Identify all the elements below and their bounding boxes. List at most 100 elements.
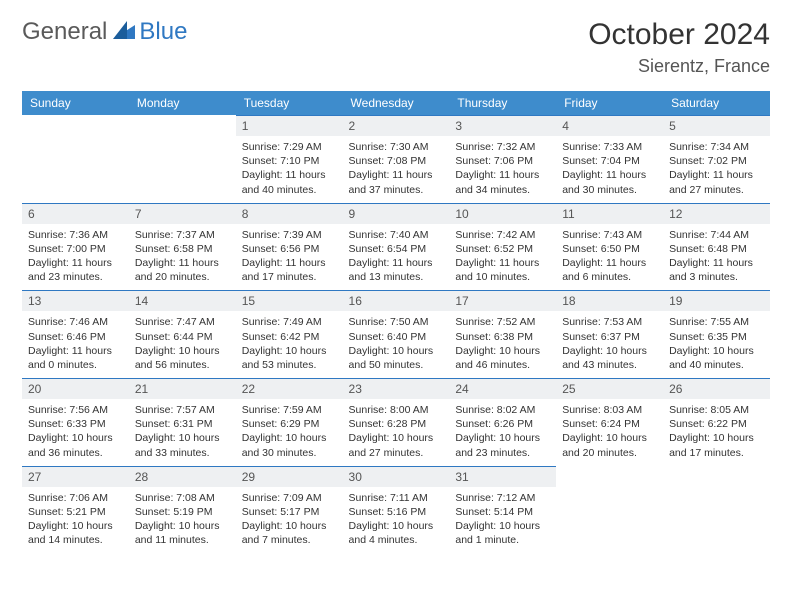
day-details: Sunrise: 7:12 AMSunset: 5:14 PMDaylight:… [449, 487, 556, 554]
day-details: Sunrise: 7:32 AMSunset: 7:06 PMDaylight:… [449, 136, 556, 203]
calendar-cell: 9Sunrise: 7:40 AMSunset: 6:54 PMDaylight… [343, 203, 450, 291]
day-details: Sunrise: 7:37 AMSunset: 6:58 PMDaylight:… [129, 224, 236, 291]
daylight-line: Daylight: 10 hours and 53 minutes. [242, 344, 337, 372]
day-number: 11 [556, 203, 663, 224]
sunset-line: Sunset: 5:19 PM [135, 505, 230, 519]
calendar-cell: 23Sunrise: 8:00 AMSunset: 6:28 PMDayligh… [343, 378, 450, 466]
daylight-line: Daylight: 11 hours and 10 minutes. [455, 256, 550, 284]
sunrise-line: Sunrise: 7:11 AM [349, 491, 444, 505]
day-number: 7 [129, 203, 236, 224]
day-header: Monday [129, 91, 236, 115]
day-number: 16 [343, 290, 450, 311]
sunrise-line: Sunrise: 7:46 AM [28, 315, 123, 329]
day-number: 6 [22, 203, 129, 224]
calendar-row: ....1Sunrise: 7:29 AMSunset: 7:10 PMDayl… [22, 115, 770, 203]
day-details: Sunrise: 7:55 AMSunset: 6:35 PMDaylight:… [663, 311, 770, 378]
page-title: October 2024 [588, 18, 770, 52]
day-number: 14 [129, 290, 236, 311]
sunrise-line: Sunrise: 7:59 AM [242, 403, 337, 417]
sunset-line: Sunset: 7:02 PM [669, 154, 764, 168]
sunrise-line: Sunrise: 7:55 AM [669, 315, 764, 329]
calendar-cell: 27Sunrise: 7:06 AMSunset: 5:21 PMDayligh… [22, 466, 129, 554]
day-details: Sunrise: 7:49 AMSunset: 6:42 PMDaylight:… [236, 311, 343, 378]
day-details: Sunrise: 7:06 AMSunset: 5:21 PMDaylight:… [22, 487, 129, 554]
calendar-cell: 1Sunrise: 7:29 AMSunset: 7:10 PMDaylight… [236, 115, 343, 203]
day-details: Sunrise: 7:42 AMSunset: 6:52 PMDaylight:… [449, 224, 556, 291]
daylight-line: Daylight: 11 hours and 37 minutes. [349, 168, 444, 196]
sunset-line: Sunset: 6:22 PM [669, 417, 764, 431]
sunrise-line: Sunrise: 7:47 AM [135, 315, 230, 329]
sunset-line: Sunset: 6:35 PM [669, 330, 764, 344]
sunrise-line: Sunrise: 7:57 AM [135, 403, 230, 417]
calendar-cell: .. [556, 466, 663, 554]
calendar-cell: .. [129, 115, 236, 203]
sunrise-line: Sunrise: 8:00 AM [349, 403, 444, 417]
daylight-line: Daylight: 11 hours and 20 minutes. [135, 256, 230, 284]
sunset-line: Sunset: 6:37 PM [562, 330, 657, 344]
day-header: Sunday [22, 91, 129, 115]
calendar-cell: 19Sunrise: 7:55 AMSunset: 6:35 PMDayligh… [663, 290, 770, 378]
sunrise-line: Sunrise: 7:40 AM [349, 228, 444, 242]
sunset-line: Sunset: 6:29 PM [242, 417, 337, 431]
daylight-line: Daylight: 10 hours and 11 minutes. [135, 519, 230, 547]
sunset-line: Sunset: 6:40 PM [349, 330, 444, 344]
calendar-cell: 3Sunrise: 7:32 AMSunset: 7:06 PMDaylight… [449, 115, 556, 203]
day-number: 22 [236, 378, 343, 399]
calendar-row: 27Sunrise: 7:06 AMSunset: 5:21 PMDayligh… [22, 466, 770, 554]
calendar-cell: 2Sunrise: 7:30 AMSunset: 7:08 PMDaylight… [343, 115, 450, 203]
calendar-cell: 20Sunrise: 7:56 AMSunset: 6:33 PMDayligh… [22, 378, 129, 466]
sunset-line: Sunset: 6:50 PM [562, 242, 657, 256]
daylight-line: Daylight: 11 hours and 17 minutes. [242, 256, 337, 284]
sunset-line: Sunset: 6:38 PM [455, 330, 550, 344]
calendar-cell: 10Sunrise: 7:42 AMSunset: 6:52 PMDayligh… [449, 203, 556, 291]
day-details: Sunrise: 8:00 AMSunset: 6:28 PMDaylight:… [343, 399, 450, 466]
sunrise-line: Sunrise: 7:44 AM [669, 228, 764, 242]
day-details: Sunrise: 7:29 AMSunset: 7:10 PMDaylight:… [236, 136, 343, 203]
day-number: 26 [663, 378, 770, 399]
calendar-cell: 25Sunrise: 8:03 AMSunset: 6:24 PMDayligh… [556, 378, 663, 466]
daylight-line: Daylight: 10 hours and 56 minutes. [135, 344, 230, 372]
sunrise-line: Sunrise: 7:06 AM [28, 491, 123, 505]
daylight-line: Daylight: 11 hours and 40 minutes. [242, 168, 337, 196]
sunrise-line: Sunrise: 7:49 AM [242, 315, 337, 329]
calendar-cell: 31Sunrise: 7:12 AMSunset: 5:14 PMDayligh… [449, 466, 556, 554]
calendar-cell: 29Sunrise: 7:09 AMSunset: 5:17 PMDayligh… [236, 466, 343, 554]
daylight-line: Daylight: 10 hours and 30 minutes. [242, 431, 337, 459]
day-number: 15 [236, 290, 343, 311]
day-details: Sunrise: 7:52 AMSunset: 6:38 PMDaylight:… [449, 311, 556, 378]
day-number: 5 [663, 115, 770, 136]
daylight-line: Daylight: 10 hours and 4 minutes. [349, 519, 444, 547]
daylight-line: Daylight: 10 hours and 1 minute. [455, 519, 550, 547]
sunset-line: Sunset: 5:16 PM [349, 505, 444, 519]
calendar-cell: 18Sunrise: 7:53 AMSunset: 6:37 PMDayligh… [556, 290, 663, 378]
header: General Blue October 2024 Sierentz, Fran… [22, 18, 770, 77]
day-details: Sunrise: 7:50 AMSunset: 6:40 PMDaylight:… [343, 311, 450, 378]
day-number: 10 [449, 203, 556, 224]
daylight-line: Daylight: 11 hours and 34 minutes. [455, 168, 550, 196]
day-details: Sunrise: 7:40 AMSunset: 6:54 PMDaylight:… [343, 224, 450, 291]
daylight-line: Daylight: 10 hours and 50 minutes. [349, 344, 444, 372]
calendar-cell: 13Sunrise: 7:46 AMSunset: 6:46 PMDayligh… [22, 290, 129, 378]
day-details: Sunrise: 7:57 AMSunset: 6:31 PMDaylight:… [129, 399, 236, 466]
sunset-line: Sunset: 7:10 PM [242, 154, 337, 168]
calendar-cell: 4Sunrise: 7:33 AMSunset: 7:04 PMDaylight… [556, 115, 663, 203]
daylight-line: Daylight: 11 hours and 13 minutes. [349, 256, 444, 284]
calendar-cell: 7Sunrise: 7:37 AMSunset: 6:58 PMDaylight… [129, 203, 236, 291]
sunrise-line: Sunrise: 7:09 AM [242, 491, 337, 505]
day-number: 31 [449, 466, 556, 487]
day-number: 4 [556, 115, 663, 136]
calendar-cell: 5Sunrise: 7:34 AMSunset: 7:02 PMDaylight… [663, 115, 770, 203]
sunset-line: Sunset: 7:08 PM [349, 154, 444, 168]
day-number: 17 [449, 290, 556, 311]
day-number: 24 [449, 378, 556, 399]
day-number: 25 [556, 378, 663, 399]
sunset-line: Sunset: 6:58 PM [135, 242, 230, 256]
sunrise-line: Sunrise: 7:29 AM [242, 140, 337, 154]
sunrise-line: Sunrise: 7:43 AM [562, 228, 657, 242]
sunset-line: Sunset: 7:04 PM [562, 154, 657, 168]
day-header: Wednesday [343, 91, 450, 115]
logo: General Blue [22, 18, 187, 46]
sunrise-line: Sunrise: 7:32 AM [455, 140, 550, 154]
daylight-line: Daylight: 11 hours and 3 minutes. [669, 256, 764, 284]
sunrise-line: Sunrise: 7:42 AM [455, 228, 550, 242]
